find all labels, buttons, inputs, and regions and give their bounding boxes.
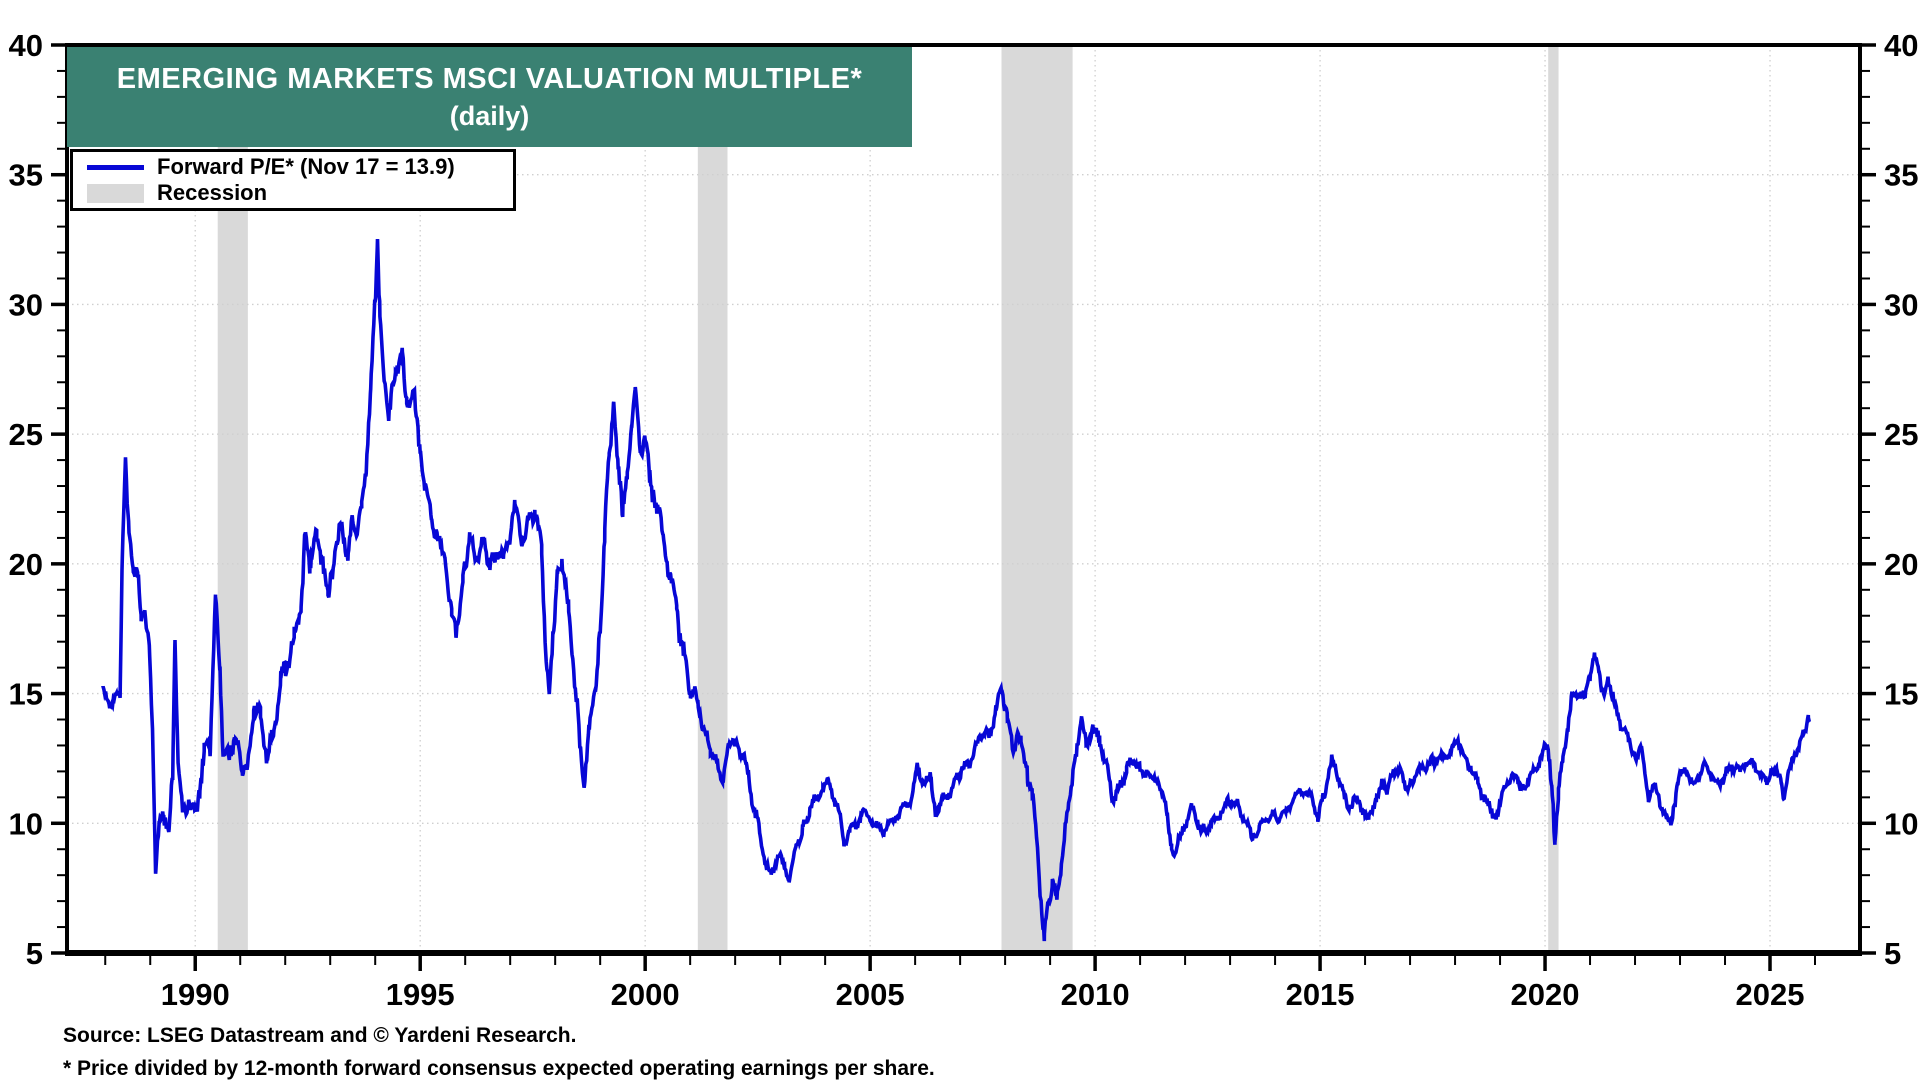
x-axis-label: 1990 — [161, 977, 230, 1012]
y-axis-label-right: 5 — [1884, 936, 1901, 971]
y-axis-label-left: 20 — [9, 547, 43, 582]
recession-legend-label: Recession — [157, 180, 268, 205]
y-axis-label-left: 30 — [9, 287, 43, 322]
y-axis-label-right: 15 — [1884, 677, 1918, 712]
chart-title-box: EMERGING MARKETS MSCI VALUATION MULTIPLE… — [67, 47, 912, 147]
y-axis-label-left: 10 — [9, 806, 43, 841]
forward-pe-line-swatch — [87, 164, 144, 170]
recession-band — [697, 45, 728, 953]
x-axis-label: 2000 — [611, 977, 680, 1012]
recession-band — [1548, 45, 1559, 953]
y-axis-label-right: 35 — [1884, 158, 1918, 193]
y-axis-label-right: 25 — [1884, 417, 1918, 452]
recession-swatch — [87, 183, 144, 203]
x-axis-label: 2015 — [1286, 977, 1355, 1012]
y-axis-label-left: 40 — [9, 28, 43, 63]
x-axis-label: 2005 — [836, 977, 905, 1012]
source-text: Source: LSEG Datastream and © Yardeni Re… — [63, 1024, 577, 1047]
y-axis-label-left: 25 — [9, 417, 43, 452]
legend-row-forward-pe: Forward P/E* (Nov 17 = 13.9) — [73, 154, 513, 180]
x-axis-label: 1995 — [386, 977, 455, 1012]
y-axis-label-right: 10 — [1884, 806, 1918, 841]
legend-row-recession: Recession — [73, 180, 513, 206]
forward-pe-line — [101, 238, 1812, 942]
x-axis-label: 2010 — [1061, 977, 1130, 1012]
x-axis-label: 2025 — [1736, 977, 1805, 1012]
y-axis-label-left: 35 — [9, 158, 43, 193]
y-axis-label-left: 15 — [9, 677, 43, 712]
chart-subtitle: (daily) — [449, 101, 530, 132]
chart-title: EMERGING MARKETS MSCI VALUATION MULTIPLE… — [116, 62, 863, 95]
footnote-text: * Price divided by 12-month forward cons… — [63, 1057, 935, 1080]
y-axis-label-right: 20 — [1884, 547, 1918, 582]
x-axis-label: 2020 — [1511, 977, 1580, 1012]
recession-band — [1001, 45, 1073, 953]
forward-pe-legend-label: Forward P/E* (Nov 17 = 13.9) — [157, 154, 455, 179]
y-axis-label-right: 40 — [1884, 28, 1918, 63]
legend: Forward P/E* (Nov 17 = 13.9) Recession — [70, 149, 516, 211]
y-axis-label-left: 5 — [26, 936, 43, 971]
y-axis-label-right: 30 — [1884, 287, 1918, 322]
